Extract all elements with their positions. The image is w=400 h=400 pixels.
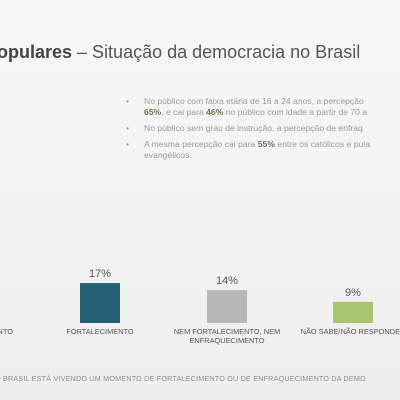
bullet-3-value: 55%: [257, 139, 275, 149]
bullet-item: • A mesma percepção cai para 55% entre o…: [126, 139, 400, 161]
bullet-1-mid: , e cai para: [161, 107, 204, 117]
bullet-3-line2: evangélicos.: [144, 150, 192, 160]
bullet-dot: •: [126, 123, 130, 133]
data-label-4: 9%: [345, 287, 361, 299]
bullet-item: • No público sem grau de instrução, a pe…: [126, 123, 400, 134]
slide-title: populares – Situação da democracia no Br…: [0, 42, 360, 63]
data-label-3: 14%: [216, 275, 238, 287]
category-label-3: ENFRAQUECIMENTO: [189, 336, 264, 345]
bullet-dot: •: [126, 139, 130, 149]
bullet-1-value-b: 46%: [206, 107, 224, 117]
bullet-dot: •: [126, 96, 130, 106]
bar-2: [80, 283, 120, 323]
bar-4: [333, 301, 373, 323]
bullet-1-pre: No público com faixa etária de 16 a 24 a…: [144, 96, 364, 106]
bullet-1-post: no público com idade a partir de 70 a: [225, 107, 368, 117]
title-dash: –: [72, 42, 93, 62]
bullet-3-pre: A mesma percepção cai para: [144, 139, 256, 149]
bullet-item: • No público com faixa etária de 16 a 24…: [126, 96, 400, 118]
question-footer: O BRASIL ESTÁ VIVENDO UM MOMENTO DE FORT…: [0, 374, 366, 383]
bullet-1-value-a: 65%: [144, 107, 162, 117]
title-rest: Situação da democracia no Brasil: [92, 42, 361, 62]
category-label-3: NEM FORTALECIMENTO, NEM: [174, 327, 280, 336]
bullet-3-post: entre os católicos e pula: [277, 139, 370, 149]
title-bold: populares: [0, 42, 73, 62]
category-label-2: FORTALECIMENTO: [66, 327, 134, 336]
category-label-1: NTO: [0, 327, 13, 336]
bar-3: [207, 290, 247, 323]
bullet-2-text: No público sem grau de instrução, a perc…: [144, 123, 363, 133]
bullet-list: • No público com faixa etária de 16 a 24…: [126, 96, 400, 166]
data-label-2: 17%: [89, 268, 111, 280]
category-label-4: NÃO SABE/NÃO RESPONDEU: [301, 327, 400, 336]
